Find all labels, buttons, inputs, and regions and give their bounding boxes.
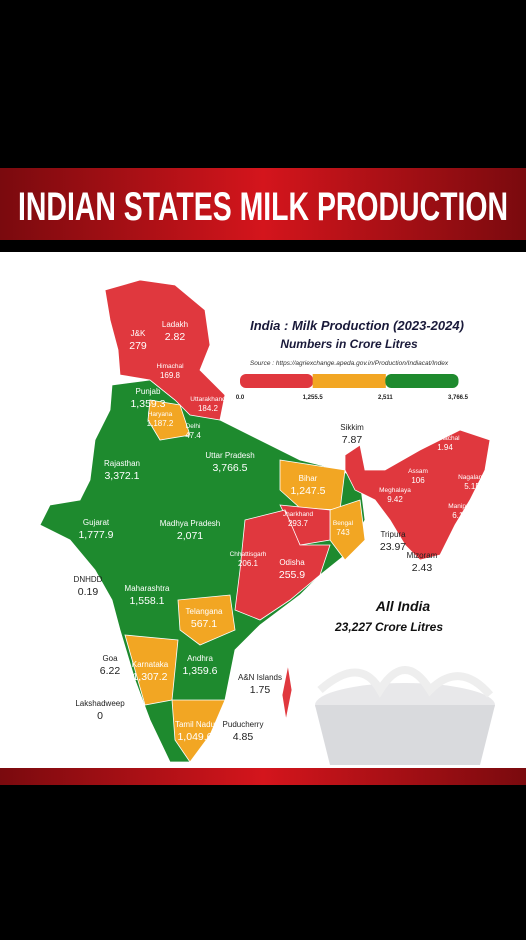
region-value: 3,766.5: [212, 462, 247, 474]
region-value: 293.7: [288, 519, 309, 528]
legend-tick: 3,766.5: [448, 395, 469, 401]
region-name: Uttarakhand: [190, 396, 226, 403]
region-name: Kerala: [114, 734, 138, 743]
region-name: Goa: [102, 654, 118, 663]
region-name: Bengal: [333, 520, 354, 527]
region-name: Mizoram: [407, 551, 438, 560]
region-value: 1,307.2: [132, 671, 167, 683]
region-value: 1.75: [250, 684, 271, 696]
region-name: Chhattisgarh: [230, 551, 267, 558]
region-name: Gujarat: [83, 518, 110, 527]
region-value: 47.4: [185, 431, 201, 440]
andaman: [281, 664, 293, 721]
region-value: 1.94: [437, 443, 453, 452]
region-value: 1,187.2: [147, 419, 174, 428]
region-name: Nagaland: [458, 474, 486, 481]
central-east-red: [234, 509, 331, 621]
region-name: Andhra: [187, 654, 213, 663]
bottom-band: [0, 768, 526, 785]
region-name: Tripura: [380, 530, 406, 539]
total-label: All India: [375, 598, 431, 614]
region-name: Sikkim: [340, 423, 364, 432]
region-name: Jharkhand: [283, 511, 314, 518]
northeast: [344, 429, 491, 561]
region-name: Himachal: [156, 363, 184, 370]
region-value: 106: [411, 476, 425, 485]
region-name: Ladakh: [162, 320, 188, 329]
legend-swatch: [240, 374, 314, 388]
region-name: Arunachal: [430, 435, 460, 442]
legend-swatch: [385, 374, 459, 388]
region-name: Tamil Nadu: [175, 720, 215, 729]
region-name: Haryana: [148, 411, 173, 418]
region-value: 4.85: [233, 731, 254, 743]
region-name: J&K: [131, 329, 146, 338]
legend-tick: 0.0: [236, 395, 245, 401]
region-name: Manipur: [448, 503, 472, 510]
region-value: 6.12: [452, 511, 468, 520]
region-value: 250.6: [113, 745, 139, 757]
region-value: 7.87: [342, 434, 363, 446]
region-value: 2,071: [177, 530, 203, 542]
region-value: 9.42: [387, 495, 403, 504]
region-value: 169.8: [160, 371, 181, 380]
page-title: INDIAN STATES MILK PRODUCTION: [18, 185, 508, 229]
region-value: 1,247.5: [290, 485, 325, 497]
region-value: 6.22: [100, 665, 121, 677]
map-subtitle: Numbers in Crore Litres: [280, 337, 418, 351]
region-value: 255.9: [279, 569, 305, 581]
source: Source : https://agriexchange.apeda.gov.…: [250, 360, 449, 367]
region-value: 1,049.6: [177, 731, 212, 743]
north-red: [104, 279, 226, 421]
haryana: [147, 399, 191, 441]
legend: 0.0 1,255.5 2,511 3,766.5: [236, 374, 469, 401]
title-band: [0, 168, 526, 240]
region-name: Odisha: [279, 558, 305, 567]
region-value: 279: [129, 340, 147, 352]
legend-tick: 1,255.5: [303, 395, 324, 401]
region-name: Puducherry: [223, 720, 264, 729]
tamil-nadu: [171, 699, 226, 763]
region-name: DNHDD: [74, 575, 103, 584]
region-name: Telangana: [186, 607, 223, 616]
region-name: Delhi: [186, 423, 201, 430]
legend-tick: 2,511: [378, 395, 393, 401]
region-name: A&N Islands: [238, 673, 282, 682]
region-name: Karnataka: [132, 660, 169, 669]
region-value: 206.1: [238, 559, 259, 568]
region-name: Rajasthan: [104, 459, 140, 468]
region-value: 0.19: [78, 586, 99, 598]
region-value: 1,359.3: [130, 398, 165, 410]
region-name: Uttar Pradesh: [205, 451, 254, 460]
region-value: 3,372.1: [104, 470, 139, 482]
region-value: 567.1: [191, 618, 217, 630]
region-value: 5.15: [464, 482, 480, 491]
telangana: [177, 594, 236, 646]
region-value: 1,777.9: [78, 529, 113, 541]
region-name: Maharashtra: [125, 584, 170, 593]
map-title: India : Milk Production (2023-2024): [250, 318, 464, 333]
milk-glass: [315, 666, 495, 765]
region-value: 0: [97, 710, 103, 722]
region-name: Lakshadweep: [75, 699, 125, 708]
region-value: 184.2: [198, 404, 219, 413]
legend-swatch: [312, 374, 386, 388]
region-value: 1,359.6: [182, 665, 217, 677]
region-value: 743: [336, 528, 350, 537]
region-name: Madhya Pradesh: [160, 519, 220, 528]
region-value: 2.82: [165, 331, 186, 343]
region-value: 2.43: [412, 562, 433, 574]
region-name: Assam: [408, 468, 428, 475]
region-name: Punjab: [136, 387, 161, 396]
region-value: 1,558.1: [129, 595, 164, 607]
map: [39, 279, 491, 763]
region-name: Bihar: [299, 474, 318, 483]
total-value: 23,227 Crore Litres: [334, 620, 443, 634]
region-value: 23.97: [380, 541, 406, 553]
region-name: Meghalaya: [379, 487, 411, 494]
